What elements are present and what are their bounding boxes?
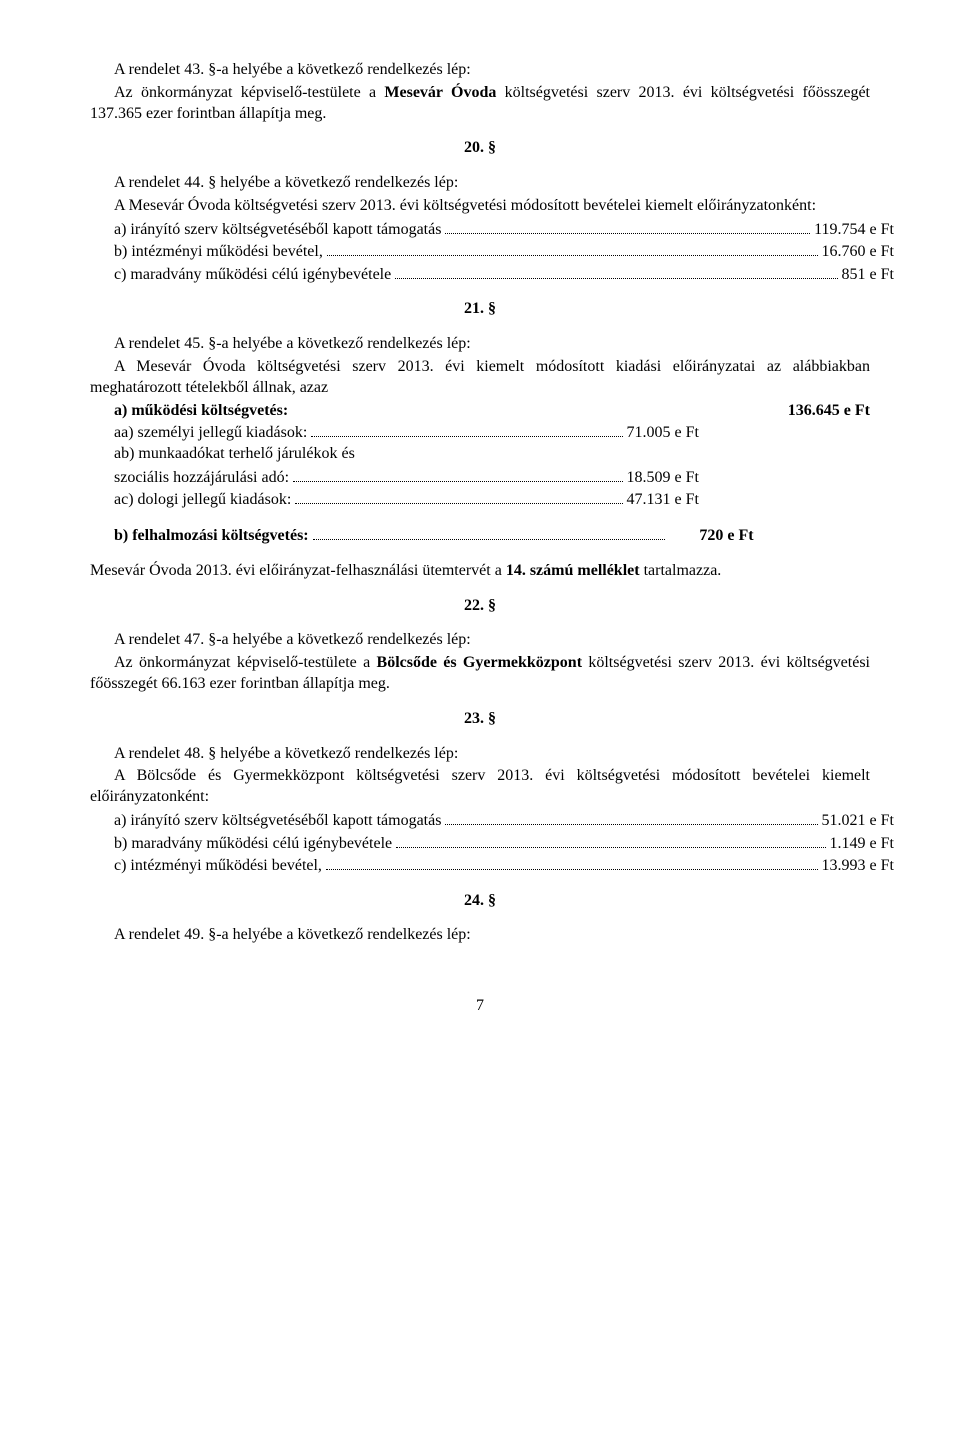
para-49-line1: A rendelet 49. §-a helyébe a következő r… [90,925,870,946]
para-48-line1: A rendelet 48. § helyébe a következő ren… [90,744,870,765]
para-45-line2: A Mesevár Óvoda költségvetési szerv 2013… [90,357,870,399]
section-20: 20. § [90,138,870,159]
row-45-ab-line1: ab) munkaadókat terhelő járulékok és [114,444,870,465]
row-45-ac: ac) dologi jellegű kiadások: 47.131 e Ft [114,489,699,511]
row-45-ac-label: ac) dologi jellegű kiadások: [114,490,291,511]
row-44-b: b) intézményi működési bevétel, 16.760 e… [114,241,894,263]
dots [327,241,818,256]
dots [445,219,810,234]
dots [313,525,666,540]
row-44-c-label: c) maradvány működési célú igénybevétele [114,265,391,286]
row-48-c: c) intézményi működési bevétel, 13.993 e… [114,854,894,876]
para-45-footer: Mesevár Óvoda 2013. évi előirányzat-felh… [90,561,870,582]
section-22: 22. § [90,596,870,617]
para-43-line1: A rendelet 43. §-a helyébe a következő r… [90,60,870,81]
page-number: 7 [90,996,870,1017]
para-47-line1: A rendelet 47. §-a helyébe a következő r… [90,630,870,651]
para-43-pre: Az önkormányzat képviselő-testülete a [114,84,384,101]
section-24: 24. § [90,891,870,912]
para-43-line2: Az önkormányzat képviselő-testülete a Me… [90,83,870,125]
row-48-b-label: b) maradvány működési célú igénybevétele [114,834,392,855]
row-45-b-label: b) felhalmozási költségvetés: [114,526,309,547]
row-45-a-label: a) működési költségvetés: [114,401,788,422]
row-44-b-label: b) intézményi működési bevétel, [114,242,323,263]
row-44-c-val: 851 e Ft [842,265,894,286]
section-21: 21. § [90,299,870,320]
row-44-c: c) maradvány működési célú igénybevétele… [114,263,894,285]
para-47-line2: Az önkormányzat képviselő-testülete a Bö… [90,653,870,695]
para-43-bold: Mesevár Óvoda [384,84,496,101]
row-48-b: b) maradvány működési célú igénybevétele… [114,832,894,854]
row-48-c-val: 13.993 e Ft [822,856,894,877]
para-45-foot-bold: 14. számú melléklet [506,562,640,579]
dots [395,263,837,278]
row-45-ab: szociális hozzájárulási adó: 18.509 e Ft [114,466,699,488]
row-45-ab-val: 18.509 e Ft [627,468,699,489]
row-45-ac-val: 47.131 e Ft [627,490,699,511]
row-45-ab-label: szociális hozzájárulási adó: [114,468,289,489]
row-48-a-val: 51.021 e Ft [822,811,894,832]
row-45-a-val: 136.645 e Ft [788,401,870,422]
row-48-a: a) irányító szerv költségvetéséből kapot… [114,810,894,832]
para-47-pre: Az önkormányzat képviselő-testülete a [114,654,377,671]
row-45-a: a) működési költségvetés: 136.645 e Ft [114,401,870,422]
dots [293,466,623,481]
dots [326,854,818,869]
para-45-line1: A rendelet 45. §-a helyébe a következő r… [90,334,870,355]
row-44-a-val: 119.754 e Ft [814,220,894,241]
row-45-aa: aa) személyi jellegű kiadások: 71.005 e … [114,421,699,443]
section-23: 23. § [90,709,870,730]
para-47-bold: Bölcsőde és Gyermekközpont [377,654,583,671]
row-48-a-label: a) irányító szerv költségvetéséből kapot… [114,811,441,832]
para-45-foot-post: tartalmazza. [640,562,722,579]
row-44-b-val: 16.760 e Ft [822,242,894,263]
dots [396,832,825,847]
row-48-b-val: 1.149 e Ft [830,834,894,855]
para-45-foot-pre: Mesevár Óvoda 2013. évi előirányzat-felh… [90,562,506,579]
row-48-c-label: c) intézményi működési bevétel, [114,856,322,877]
row-45-aa-label: aa) személyi jellegű kiadások: [114,423,307,444]
dots [295,489,622,504]
para-44-line1: A rendelet 44. § helyébe a következő ren… [90,173,870,194]
para-48-line2: A Bölcsőde és Gyermekközpont költségveté… [90,766,870,808]
row-44-a-label: a) irányító szerv költségvetéséből kapot… [114,220,441,241]
row-45-aa-val: 71.005 e Ft [627,423,699,444]
row-45-b: b) felhalmozási költségvetés: 720 e Ft [114,525,754,547]
row-44-a: a) irányító szerv költségvetéséből kapot… [114,219,894,241]
para-44-line2: A Mesevár Óvoda költségvetési szerv 2013… [90,196,870,217]
dots [311,421,622,436]
dots [445,810,817,825]
row-45-b-val: 720 e Ft [699,526,753,547]
